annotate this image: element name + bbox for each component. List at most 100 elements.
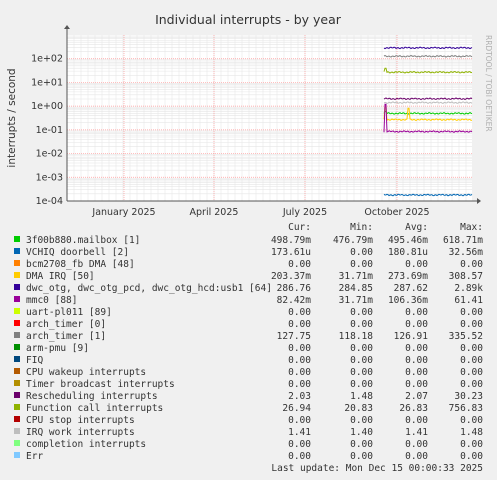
legend-column-header: Min:: [350, 222, 373, 233]
legend-value: 1.41: [405, 427, 428, 438]
series-line: [383, 110, 473, 115]
legend-value: 0.00: [350, 355, 373, 366]
legend-series-name: completion interrupts: [26, 439, 146, 450]
legend-series-name: Err: [26, 451, 43, 462]
legend-value: 0.00: [460, 367, 483, 378]
legend-value: 31.71m: [339, 271, 374, 282]
legend-value: 203.37m: [271, 271, 311, 282]
legend-value: 0.00: [350, 247, 373, 258]
legend-value: 118.18: [339, 331, 374, 342]
legend-value: 287.62: [394, 283, 428, 294]
x-tick-label: April 2025: [190, 207, 239, 218]
legend-value: 82.42m: [277, 295, 312, 306]
legend-series-name: bcm2708_fb DMA [48]: [26, 259, 135, 270]
legend-value: 0.00: [350, 451, 373, 462]
legend-value: 1.48: [460, 427, 483, 438]
legend-series-name: 3f00b880.mailbox [1]: [26, 235, 140, 246]
series-line: [383, 97, 473, 101]
legend-value: 0.00: [460, 415, 483, 426]
legend-column-header: Cur:: [288, 222, 311, 233]
legend-series-name: CPU wakeup interrupts: [26, 367, 146, 378]
legend-series-name: uart-pl011 [89]: [26, 307, 112, 318]
legend-value: 0.00: [288, 355, 311, 366]
legend-series-name: VCHIQ doorbell [2]: [26, 247, 129, 258]
legend-series-name: DMA IRQ [50]: [26, 271, 95, 282]
y-tick-label: 1e+02: [31, 54, 63, 65]
legend-series-name: Timer broadcast interrupts: [26, 379, 175, 390]
legend-swatch: [14, 296, 20, 302]
legend-swatch: [14, 380, 20, 386]
legend-value: 0.00: [405, 439, 428, 450]
y-tick-label: 1e+01: [31, 77, 63, 88]
legend-value: 308.57: [449, 271, 483, 282]
legend-swatch: [14, 284, 20, 290]
legend-value: 1.41: [288, 427, 311, 438]
legend-swatch: [14, 452, 20, 458]
legend-value: 0.00: [288, 379, 311, 390]
legend-value: 26.83: [399, 403, 428, 414]
legend-value: 0.00: [405, 259, 428, 270]
legend-value: 756.83: [449, 403, 483, 414]
legend-value: 0.00: [350, 307, 373, 318]
legend-swatch: [14, 428, 20, 434]
y-tick-label: 1e-03: [36, 172, 63, 183]
y-tick-label: 1e-02: [36, 149, 63, 160]
series-line: [383, 101, 473, 104]
plot-area: 1e+02 1e+01 1e+00 1e-01 1e-02 1e-03 1e-04 Janua…: [31, 25, 481, 218]
legend-value: 0.00: [405, 343, 428, 354]
legend-value: 0.00: [350, 259, 373, 270]
series-line: [383, 193, 473, 197]
legend-value: 0.00: [350, 439, 373, 450]
legend-value: 286.76: [277, 283, 312, 294]
x-tick-label: January 2025: [91, 207, 155, 218]
legend-value: 0.00: [460, 439, 483, 450]
legend-swatch: [14, 344, 20, 350]
legend-series-name: mmc0 [88]: [26, 295, 77, 306]
legend-value: 0.00: [350, 343, 373, 354]
legend-swatch: [14, 308, 20, 314]
legend-value: 0.00: [288, 259, 311, 270]
legend-value: 0.00: [460, 259, 483, 270]
chart-title: Individual interrupts - by year: [155, 12, 342, 27]
legend-value: 0.00: [405, 355, 428, 366]
x-axis-arrow: [477, 198, 481, 204]
legend-value: 0.00: [460, 307, 483, 318]
legend-value: 1.40: [350, 427, 373, 438]
legend-value: 0.00: [460, 451, 483, 462]
series-line: [383, 103, 473, 134]
legend-series-name: Rescheduling interrupts: [26, 391, 158, 402]
y-tick-label: 1e-01: [36, 125, 63, 136]
legend-value: 126.91: [394, 331, 429, 342]
legend-value: 180.81u: [388, 247, 428, 258]
series-line: [383, 54, 473, 58]
legend-value: 0.00: [350, 415, 373, 426]
y-tick-label: 1e+00: [31, 101, 63, 112]
legend-value: 31.71m: [339, 295, 374, 306]
legend-value: 26.94: [282, 403, 311, 414]
legend-value: 0.00: [405, 415, 428, 426]
legend-series-name: Function call interrupts: [26, 403, 163, 414]
legend-value: 0.00: [460, 343, 483, 354]
legend-series-name: CPU stop interrupts: [26, 415, 135, 426]
last-update: Last update: Mon Dec 15 00:00:33 2025: [271, 463, 483, 474]
legend-value: 173.61u: [271, 247, 311, 258]
legend-value: 106.36m: [388, 295, 428, 306]
legend-value: 61.41: [454, 295, 483, 306]
legend-series-name: arch_timer [0]: [26, 319, 106, 330]
legend-value: 0.00: [460, 319, 483, 330]
legend-value: 30.23: [454, 391, 483, 402]
legend-swatch: [14, 368, 20, 374]
legend-value: 476.79m: [333, 235, 373, 246]
x-tick-label: October 2025: [364, 207, 429, 218]
legend-value: 0.00: [288, 415, 311, 426]
legend-value: 0.00: [405, 379, 428, 390]
legend-swatch: [14, 332, 20, 338]
y-axis-arrow: [64, 25, 70, 29]
legend-swatch: [14, 320, 20, 326]
rrdtool-credit: RRDTOOL / TOBI OETIKER: [484, 35, 493, 132]
legend-value: 1.48: [350, 391, 373, 402]
legend-swatch: [14, 404, 20, 410]
legend-value: 0.00: [405, 319, 428, 330]
legend-value: 284.85: [339, 283, 373, 294]
